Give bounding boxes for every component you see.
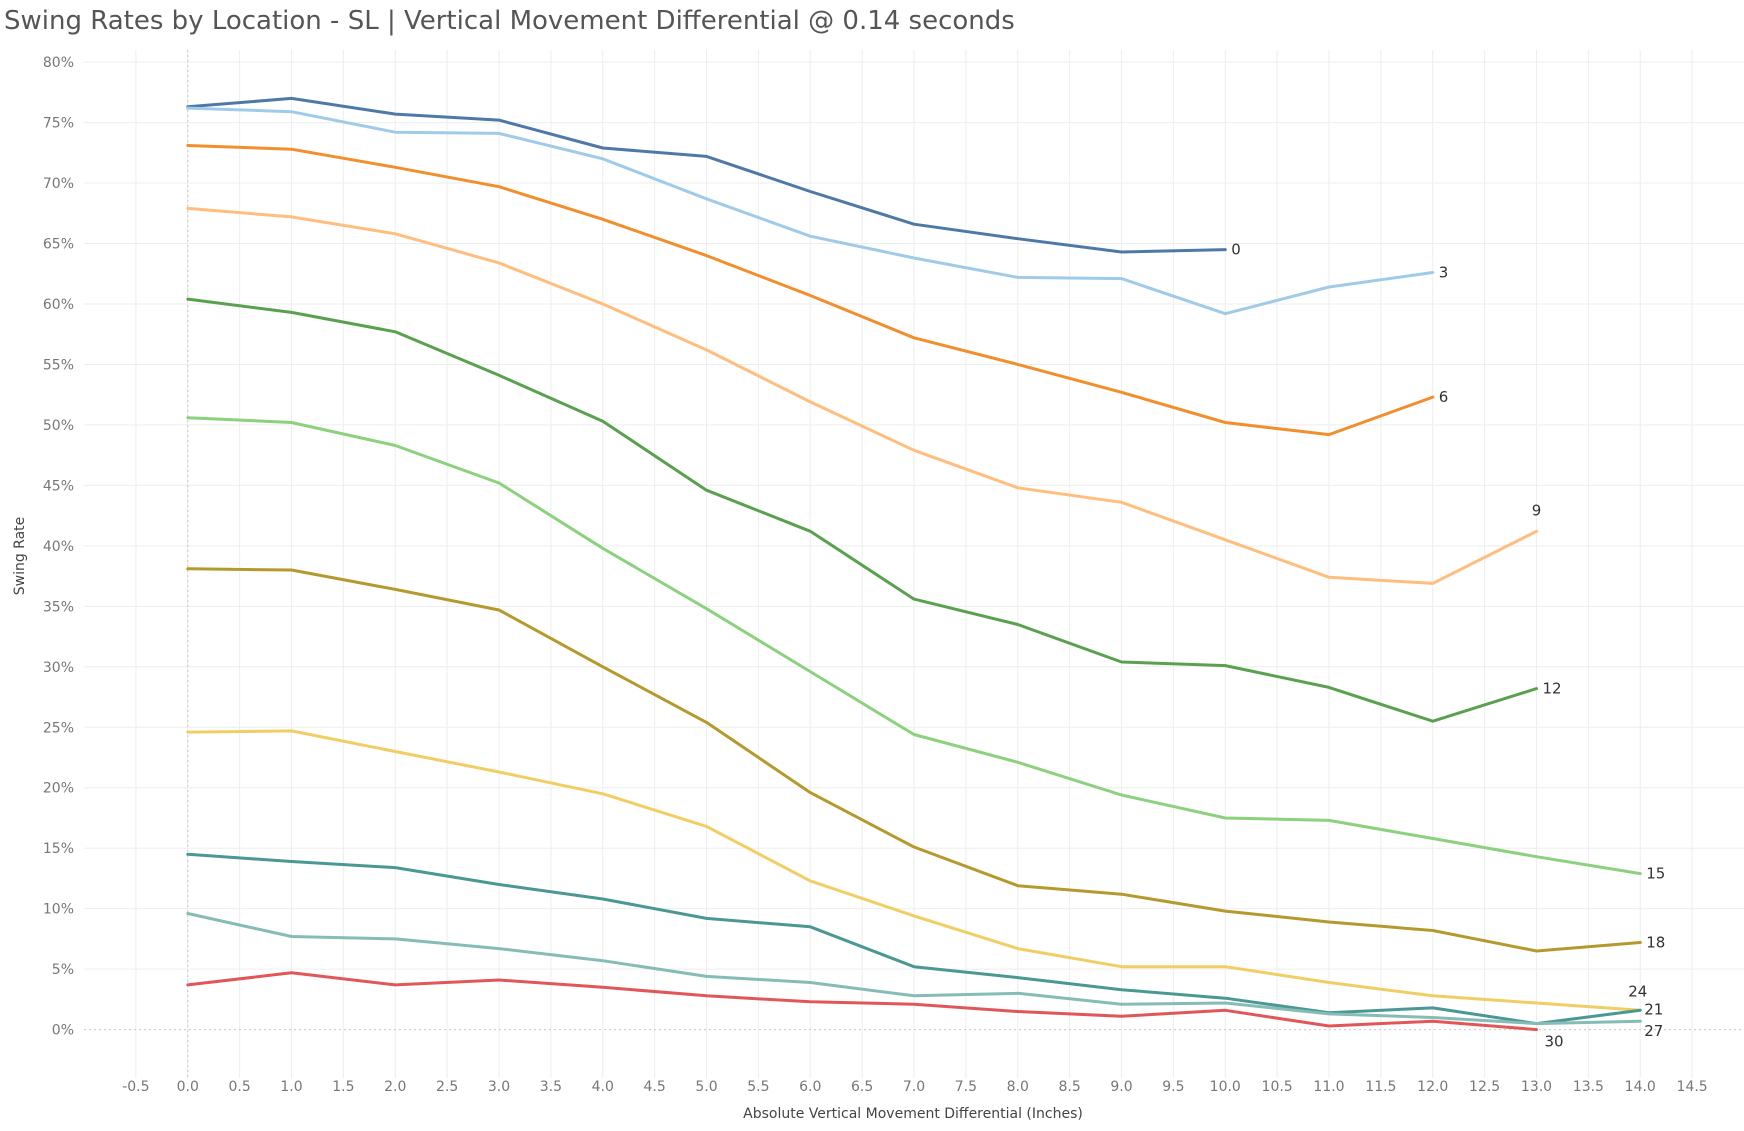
series-layer: [186, 96, 1642, 1032]
x-tick-label: 5.0: [695, 1079, 717, 1095]
y-tick-label: 65%: [43, 237, 74, 253]
x-axis-ticks: -0.5 0.0 0.5 1.0 1.5 2.0 2.5 3.0 3.5 4.0 4.5 5.0 5.5…: [122, 1079, 1708, 1095]
y-tick-label: 25%: [43, 720, 74, 736]
y-tick-label: 70%: [43, 176, 74, 192]
y-tick-label: 50%: [43, 418, 74, 434]
series-end-label-15: 15: [1646, 865, 1665, 883]
x-tick-label: 13.0: [1521, 1079, 1552, 1095]
y-tick-label: 35%: [43, 599, 74, 615]
series-line-24: [186, 729, 1642, 1012]
x-tick-label: 2.5: [436, 1079, 458, 1095]
x-tick-label: 0.5: [228, 1079, 250, 1095]
y-tick-label: 60%: [43, 297, 74, 313]
x-tick-label: 12.5: [1469, 1079, 1500, 1095]
y-tick-label: 75%: [43, 116, 74, 132]
x-tick-label: 0.0: [177, 1079, 199, 1095]
x-tick-label: 14.0: [1625, 1079, 1656, 1095]
x-tick-label: 14.5: [1677, 1079, 1708, 1095]
x-tick-label: 10.0: [1210, 1079, 1241, 1095]
series-line-27: [186, 912, 1642, 1026]
chart-title: Swing Rates by Location - SL | Vertical …: [4, 6, 1015, 36]
y-tick-label: 10%: [43, 902, 74, 918]
y-tick-label: 15%: [43, 841, 74, 857]
series-end-label-0: 0: [1231, 241, 1241, 259]
series-line-30: [186, 971, 1538, 1032]
x-tick-label: 3.0: [488, 1079, 510, 1095]
x-tick-label: 8.0: [1007, 1079, 1029, 1095]
series-end-label-24: 24: [1628, 982, 1647, 1000]
y-axis-title: Swing Rate: [12, 517, 28, 596]
x-tick-label: 11.5: [1365, 1079, 1396, 1095]
x-tick-label: 9.0: [1110, 1079, 1132, 1095]
y-tick-label: 55%: [43, 357, 74, 373]
series-end-label-3: 3: [1439, 264, 1449, 282]
series-line-12: [186, 297, 1538, 723]
x-tick-label: 6.0: [799, 1079, 821, 1095]
y-tick-label: 80%: [43, 55, 74, 71]
x-tick-label: 5.5: [747, 1079, 769, 1095]
x-tick-label: 1.5: [332, 1079, 354, 1095]
series-end-label-12: 12: [1543, 680, 1562, 698]
x-tick-label: 4.0: [592, 1079, 614, 1095]
x-tick-label: 1.0: [280, 1079, 302, 1095]
y-tick-label: 45%: [43, 478, 74, 494]
series-line-6: [186, 144, 1435, 437]
y-tick-label: 5%: [52, 962, 74, 978]
x-tick-label: 4.5: [643, 1079, 665, 1095]
zero-reference-lines: [84, 50, 1744, 1078]
series-line-0: [186, 96, 1227, 254]
series-line-9: [186, 206, 1538, 585]
x-tick-label: 6.5: [851, 1079, 873, 1095]
y-tick-label: 0%: [52, 1023, 74, 1039]
series-end-label-18: 18: [1646, 934, 1665, 952]
x-tick-label: 13.5: [1573, 1079, 1604, 1095]
series-line-18: [186, 567, 1642, 953]
x-tick-label: 3.5: [540, 1079, 562, 1095]
series-line-21: [186, 852, 1642, 1026]
x-tick-label: 12.0: [1417, 1079, 1448, 1095]
series-end-label-6: 6: [1439, 388, 1449, 406]
grid-layer: [84, 50, 1744, 1078]
y-tick-label: 40%: [43, 539, 74, 555]
x-tick-label: 7.5: [955, 1079, 977, 1095]
y-axis-ticks: 0% 5% 10% 15% 20% 25% 30% 35% 40% 45% 50% 55% 60% 65%…: [43, 55, 74, 1039]
x-tick-label: 7.0: [903, 1079, 925, 1095]
series-line-3: [186, 106, 1435, 316]
x-tick-label: 10.5: [1262, 1079, 1293, 1095]
x-tick-label: -0.5: [122, 1079, 149, 1095]
series-end-label-27: 27: [1644, 1022, 1663, 1040]
series-end-label-30: 30: [1545, 1033, 1564, 1051]
series-end-label-21: 21: [1644, 1000, 1663, 1018]
x-tick-label: 2.0: [384, 1079, 406, 1095]
x-tick-label: 8.5: [1058, 1079, 1080, 1095]
series-end-label-9: 9: [1532, 501, 1542, 519]
x-axis-title: Absolute Vertical Movement Differential …: [743, 1106, 1083, 1122]
series-line-15: [186, 416, 1642, 876]
y-tick-label: 20%: [43, 781, 74, 797]
x-tick-label: 11.0: [1313, 1079, 1344, 1095]
x-tick-label: 9.5: [1162, 1079, 1184, 1095]
y-tick-label: 30%: [43, 660, 74, 676]
